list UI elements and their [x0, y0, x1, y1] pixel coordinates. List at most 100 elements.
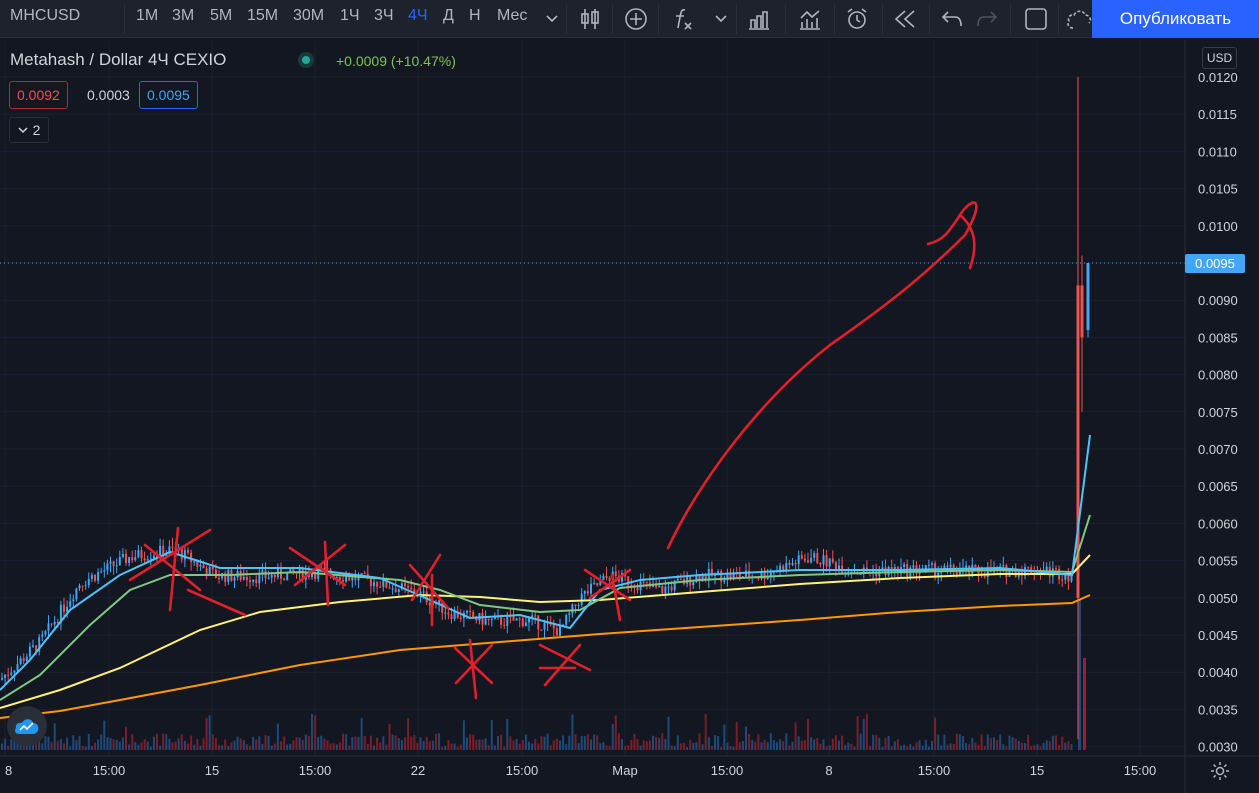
- volume-bar: [276, 723, 279, 750]
- indicators-icon[interactable]: [668, 4, 698, 34]
- candle-body: [788, 562, 791, 565]
- volume-bar: [38, 740, 41, 750]
- candle-body: [828, 558, 831, 567]
- interval-day[interactable]: Д: [443, 7, 454, 24]
- chevron-down-icon[interactable]: [537, 4, 567, 34]
- volume-bar: [633, 733, 636, 750]
- candle-body: [667, 586, 670, 588]
- candle-body: [404, 583, 406, 586]
- volume-bar: [413, 734, 416, 750]
- candles-icon[interactable]: [575, 4, 605, 34]
- candle-body: [190, 552, 193, 562]
- gear-icon[interactable]: [1208, 759, 1232, 783]
- indicators-collapse-button[interactable]: 2: [9, 117, 49, 143]
- candle-body: [670, 586, 673, 591]
- candle-body: [171, 546, 174, 548]
- legend-title[interactable]: Metahash / Dollar 4Ч CEXIO: [10, 50, 227, 69]
- volume-bar: [1027, 734, 1030, 750]
- volume-bar: [1045, 740, 1048, 750]
- volume-bar: [887, 735, 890, 750]
- volume-bar: [1036, 744, 1039, 750]
- tradingview-logo-icon[interactable]: [7, 706, 47, 746]
- candle-body: [41, 634, 44, 638]
- price-tick-label: 0.0100: [1198, 219, 1238, 234]
- volume-bar: [56, 740, 59, 750]
- volume-bar: [199, 745, 202, 750]
- volume-bar: [236, 736, 239, 750]
- plus-circle-icon[interactable]: [621, 4, 651, 34]
- volume-bar: [958, 734, 961, 750]
- candle-body: [710, 568, 713, 576]
- alert-icon[interactable]: [842, 4, 872, 34]
- candle-body: [425, 591, 428, 603]
- volume-bar: [989, 738, 992, 750]
- symbol-search[interactable]: MHCUSD: [10, 7, 81, 24]
- interval-4h[interactable]: 4Ч: [408, 7, 428, 24]
- currency-label[interactable]: USD: [1202, 47, 1237, 69]
- interval-5m[interactable]: 5М: [210, 7, 233, 24]
- interval-15m[interactable]: 15М: [247, 7, 279, 24]
- interval-30m[interactable]: 30М: [293, 7, 325, 24]
- volume-bar: [1, 743, 3, 750]
- interval-3h[interactable]: 3Ч: [374, 7, 394, 24]
- candle-body: [1076, 285, 1080, 598]
- volume-bar: [1055, 735, 1057, 750]
- candle-body: [1086, 263, 1090, 330]
- volume-bar: [462, 720, 465, 750]
- interval-month[interactable]: Мес: [497, 7, 528, 24]
- volume-bar: [772, 740, 775, 750]
- volume-bar: [292, 740, 295, 750]
- snapshot-icon[interactable]: [1064, 4, 1094, 34]
- redo-icon[interactable]: [972, 4, 1002, 34]
- candle-body: [273, 574, 276, 578]
- candle-body: [543, 622, 546, 630]
- volume-bar: [50, 741, 53, 750]
- volume-bar: [221, 745, 224, 750]
- candle-body: [342, 579, 344, 582]
- candle-body: [580, 593, 583, 605]
- candle-body: [596, 582, 599, 586]
- chevron-down-icon[interactable]: [706, 4, 736, 34]
- hand-drawn-annotations: [128, 201, 978, 700]
- candle-body: [518, 618, 521, 620]
- undo-icon[interactable]: [937, 4, 967, 34]
- candle-body: [974, 564, 977, 568]
- volume-bar: [425, 737, 428, 750]
- volume-bar: [788, 745, 791, 750]
- volume-bar: [748, 733, 751, 750]
- toolbar-divider: [612, 4, 613, 34]
- interval-3m[interactable]: 3М: [172, 7, 195, 24]
- candle-body: [757, 578, 760, 580]
- market-status-icon[interactable]: [298, 52, 314, 68]
- candle-body: [490, 618, 493, 620]
- volume-bar: [190, 735, 193, 750]
- candle-body: [779, 565, 782, 571]
- publish-button[interactable]: Опубликовать: [1092, 0, 1259, 38]
- volume-bar: [66, 737, 69, 750]
- interval-1h[interactable]: 1Ч: [340, 7, 360, 24]
- volume-bar: [559, 740, 561, 750]
- candle-body: [1027, 567, 1030, 569]
- volume-bar: [400, 739, 403, 750]
- candle-body: [686, 575, 689, 584]
- volume-bar: [862, 718, 865, 750]
- volume-bar: [10, 739, 13, 750]
- volume-bar: [664, 738, 667, 750]
- time-tick-label: 8: [5, 763, 12, 778]
- price-tick-label: 0.0030: [1198, 740, 1238, 755]
- volume-bar: [791, 741, 794, 750]
- templates-icon[interactable]: [744, 4, 774, 34]
- interval-week[interactable]: Н: [469, 7, 481, 24]
- volume-bar: [540, 736, 543, 750]
- compare-icon[interactable]: [795, 4, 825, 34]
- replay-icon[interactable]: [890, 4, 920, 34]
- candle-body: [149, 558, 152, 560]
- interval-1m[interactable]: 1М: [136, 7, 159, 24]
- candle-body: [109, 561, 112, 564]
- volume-bar: [252, 736, 255, 750]
- toolbar-divider: [834, 4, 835, 34]
- layout-icon[interactable]: [1021, 4, 1051, 34]
- volume-bar: [233, 740, 236, 750]
- volume-bar: [537, 743, 540, 750]
